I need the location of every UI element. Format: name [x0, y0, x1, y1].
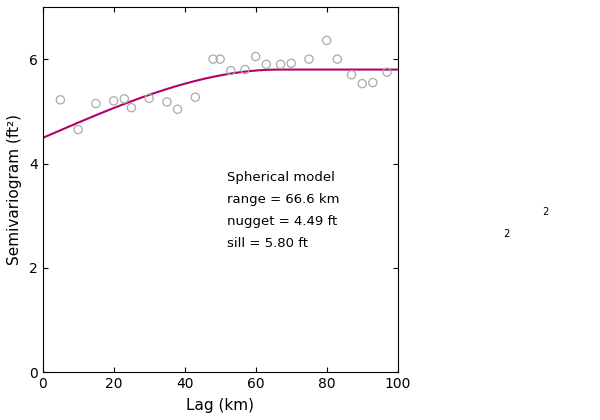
Text: nugget = 4.49 ft ²: nugget = 4.49 ft ²: [227, 215, 347, 228]
Point: [91, 100, 101, 107]
Text: sill = 5.80 ft ²: sill = 5.80 ft ²: [227, 237, 318, 250]
Point: [286, 60, 296, 67]
X-axis label: Lag (km): Lag (km): [186, 398, 254, 413]
Point: [127, 104, 136, 111]
Text: 2: 2: [540, 207, 549, 217]
Point: [215, 56, 225, 63]
Point: [119, 95, 129, 102]
Point: [322, 37, 331, 44]
Point: [332, 56, 342, 63]
Point: [368, 79, 377, 86]
Point: [173, 106, 182, 113]
Text: 2: 2: [500, 229, 510, 239]
Point: [240, 66, 250, 73]
Point: [262, 61, 271, 68]
Point: [304, 56, 314, 63]
Text: nugget = 4.49 ft: nugget = 4.49 ft: [227, 215, 338, 228]
Text: sill = 5.80 ft: sill = 5.80 ft: [227, 237, 308, 250]
Point: [251, 53, 260, 60]
Text: Spherical model: Spherical model: [227, 171, 335, 184]
Point: [382, 69, 392, 76]
Point: [358, 80, 367, 87]
Point: [226, 67, 236, 74]
Point: [162, 99, 172, 105]
Text: range = 66.6 km: range = 66.6 km: [227, 193, 340, 206]
Point: [208, 56, 218, 63]
Point: [190, 94, 200, 100]
Point: [109, 97, 118, 104]
Point: [73, 126, 83, 133]
Point: [347, 71, 356, 78]
Y-axis label: Semivariogram (ft²): Semivariogram (ft²): [7, 114, 22, 265]
Point: [276, 61, 286, 68]
Point: [145, 95, 154, 102]
Point: [56, 97, 65, 103]
